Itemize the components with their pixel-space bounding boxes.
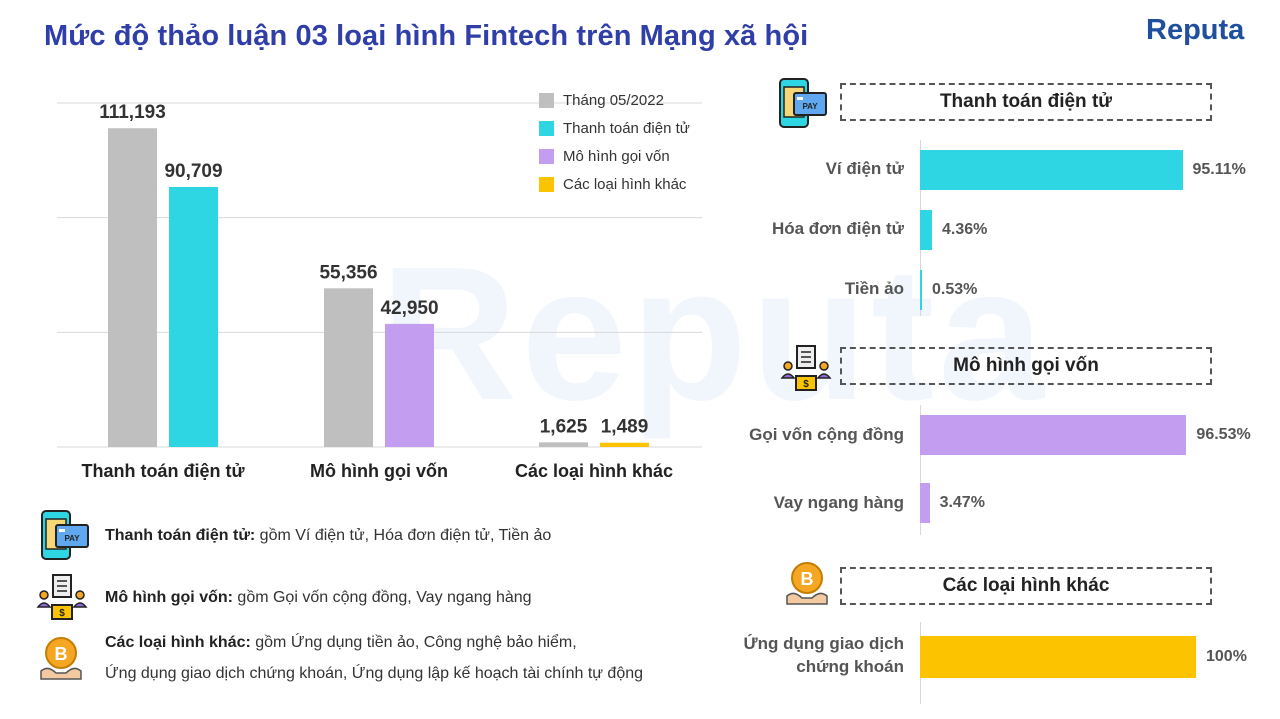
hbar-value: 96.53% (1196, 426, 1251, 443)
section-header-payment: Thanh toán điện tử (840, 83, 1212, 121)
hbar-crypto (920, 270, 922, 310)
bar-value-label: 111,193 (99, 102, 166, 123)
pay-card-icon: PAY (779, 78, 827, 128)
legend-item-funding: Mô hình gọi vốn (539, 148, 670, 165)
legend-item-payment: Thanh toán điện tử (539, 120, 690, 137)
bitcoin-hand-icon: B (40, 637, 82, 680)
svg-text:$: $ (803, 379, 809, 390)
legend-item-month: Tháng 05/2022 (539, 92, 664, 109)
bar (385, 323, 434, 447)
hbar-value: 4.36% (942, 221, 988, 238)
bar (324, 288, 373, 447)
legend-swatch-yellow (539, 177, 554, 192)
bar-value-label: 1,489 (601, 417, 649, 438)
svg-text:B: B (55, 644, 68, 664)
svg-text:PAY: PAY (64, 534, 80, 543)
pay-card-icon: PAY (41, 510, 89, 560)
hbar-value: 100% (1206, 648, 1247, 665)
legend-swatch-purple (539, 149, 554, 164)
note-term: Thanh toán điện tử: (105, 527, 256, 544)
hbar-label: Tiền ảo (844, 279, 904, 298)
bar (600, 442, 649, 447)
hbar-label: Ví điện tử (825, 159, 904, 178)
note-desc: gồm Ứng dụng tiền ảo, Công nghệ bảo hiểm… (250, 634, 577, 651)
note-desc: gồm Gọi vốn cộng đồng, Vay ngang hàng (232, 589, 532, 606)
legend-swatch-cyan (539, 121, 554, 136)
legend-label: Mô hình gọi vốn (563, 148, 670, 165)
note-other: Các loại hình khác: gồm Ứng dụng tiền ảo… (105, 634, 577, 652)
bar (169, 186, 218, 447)
hbar-label-line2: chứng khoán (796, 657, 904, 676)
page-title: Mức độ thảo luận 03 loại hình Fintech tr… (44, 20, 809, 52)
legend-label: Tháng 05/2022 (563, 92, 664, 109)
svg-text:B: B (801, 569, 814, 589)
note-term: Mô hình gọi vốn: (105, 589, 233, 606)
category-label: Mô hình gọi vốn (310, 461, 448, 481)
note-term: Các loại hình khác: (105, 634, 251, 651)
hbar-value: 0.53% (932, 281, 978, 298)
category-label: Thanh toán điện tử (81, 461, 245, 481)
hbar-e-invoice (920, 210, 933, 250)
hbar-label: Gọi vốn cộng đồng (749, 425, 904, 444)
section-header-other: Các loại hình khác (840, 567, 1212, 605)
hbar-p2p-lending (920, 483, 930, 523)
watermark: Reputa (380, 228, 1048, 440)
bar (108, 128, 157, 447)
bar-value-label: 1,625 (540, 416, 588, 437)
note-funding: Mô hình gọi vốn: gồm Gọi vốn cộng đồng, … (105, 589, 532, 607)
hbar-e-wallet (920, 150, 1183, 190)
bar-value-label: 55,356 (319, 262, 377, 283)
crowdfunding-icon: $ (780, 345, 832, 391)
hbar-value: 95.11% (1192, 161, 1246, 178)
hbar-label-line1: Ứng dụng giao dịch (743, 634, 904, 653)
section-header-funding: Mô hình gọi vốn (840, 347, 1212, 385)
brand-logo: Reputa (1146, 14, 1245, 46)
legend-label: Các loại hình khác (563, 176, 687, 193)
note-payment: Thanh toán điện tử: gồm Ví điện tử, Hóa … (105, 527, 551, 545)
legend-label: Thanh toán điện tử (563, 120, 690, 137)
note-other-cont: Ứng dụng giao dịch chứng khoán, Ứng dụng… (105, 665, 643, 683)
bar (539, 442, 588, 447)
note-desc: gồm Ví điện tử, Hóa đơn điện tử, Tiền ảo (255, 527, 552, 544)
svg-text:PAY: PAY (802, 102, 818, 111)
svg-text:$: $ (59, 608, 65, 619)
bar-value-label: 42,950 (380, 298, 438, 319)
legend-swatch-gray (539, 93, 554, 108)
crowdfunding-icon: $ (36, 574, 88, 620)
hbar-label: Vay ngang hàng (773, 493, 904, 512)
hbar-value: 3.47% (939, 494, 985, 511)
hbar-label: Hóa đơn điện tử (771, 219, 904, 238)
legend-item-other: Các loại hình khác (539, 176, 686, 193)
bar-value-label: 90,709 (164, 161, 222, 182)
category-label: Các loại hình khác (515, 461, 673, 481)
hbar-stock-trading (920, 636, 1196, 678)
main-bar-chart: 111,193 90,709 Thanh toán điện tử 55,35642,… (57, 102, 702, 481)
note-desc: Ứng dụng giao dịch chứng khoán, Ứng dụng… (105, 665, 644, 682)
axis-line-funding (920, 405, 921, 535)
bitcoin-hand-icon: B (786, 562, 828, 605)
hbar-crowdfunding (920, 415, 1187, 455)
